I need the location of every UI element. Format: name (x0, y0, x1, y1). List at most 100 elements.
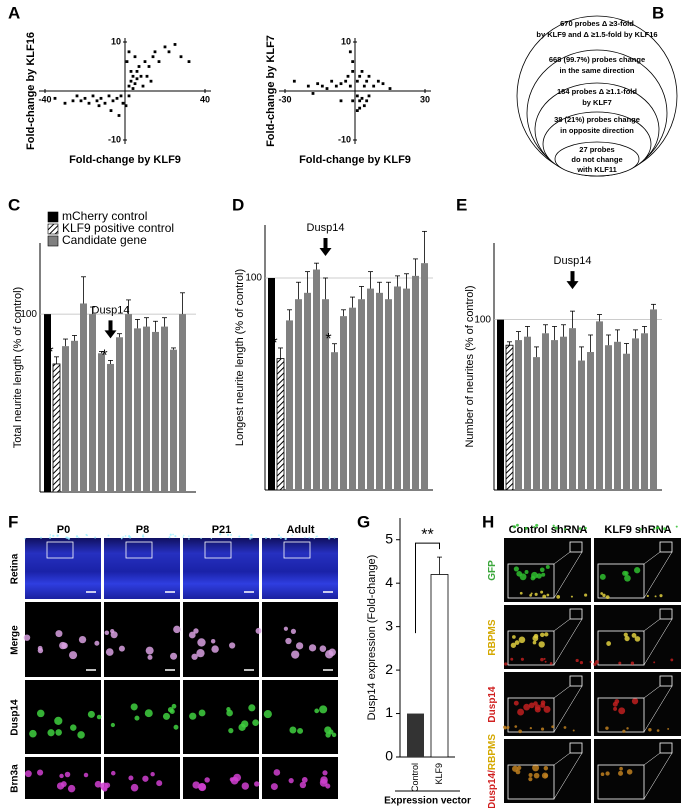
y-tick-label: 2 (385, 661, 393, 677)
cell (142, 534, 144, 536)
cell (675, 525, 678, 528)
point (376, 79, 380, 83)
row-label: Dusp14/RBPMS (487, 734, 498, 808)
cell (663, 527, 667, 531)
bar (524, 336, 531, 490)
cell (105, 648, 114, 656)
cell (162, 712, 171, 720)
cell (523, 703, 531, 711)
venn-set (554, 141, 640, 177)
x-tick-label: -40 (38, 94, 51, 104)
cell (188, 538, 190, 540)
inset-box (597, 697, 645, 733)
legend-swatch (47, 235, 59, 247)
point (358, 74, 362, 78)
y-tick-label: -10 (108, 134, 121, 144)
row-label-part: Dusp14 (487, 686, 498, 723)
cell (188, 535, 190, 537)
x-tick-label: Control (410, 763, 420, 792)
bar (430, 574, 449, 758)
bar (385, 299, 392, 490)
cell (536, 573, 542, 579)
cell (168, 536, 171, 539)
venn-label: 668 (99.7%) probes change (549, 55, 645, 64)
cell (316, 535, 318, 537)
cell (539, 567, 545, 573)
micrograph (262, 538, 338, 599)
point (87, 101, 91, 105)
cell (593, 662, 597, 666)
y-tick-label: 1 (385, 704, 393, 720)
cell (37, 647, 44, 654)
point (127, 50, 131, 54)
y-tick-label: 0 (385, 748, 393, 764)
point (149, 79, 153, 83)
bar (605, 345, 612, 490)
cell (248, 704, 256, 712)
x-tick-label: 30 (420, 94, 430, 104)
bar (367, 288, 374, 490)
point (351, 70, 355, 73)
point (95, 99, 99, 103)
cell (530, 592, 533, 595)
cell (78, 635, 87, 644)
cell (169, 708, 175, 714)
point (119, 94, 123, 98)
bar (412, 275, 419, 490)
cell (226, 709, 233, 717)
panel-label: E (456, 195, 467, 214)
annotation: * (101, 348, 107, 365)
y-axis-label: Total neurite length (% of control) (12, 287, 24, 448)
cell (128, 535, 131, 538)
point (127, 84, 131, 88)
column-header: P0 (57, 524, 70, 536)
cell (510, 657, 514, 661)
cell (656, 729, 660, 732)
inset-box (659, 541, 673, 553)
cell (55, 630, 63, 638)
cell (263, 710, 272, 719)
inset-box (659, 742, 673, 754)
point (131, 87, 135, 90)
cell (66, 536, 69, 539)
cell (513, 566, 519, 572)
cell (572, 729, 575, 732)
venn-label: do not change (571, 155, 622, 164)
cell (52, 534, 55, 537)
cell (528, 773, 533, 778)
y-axis-label: Longest neurite length (% of control) (234, 269, 246, 446)
cell (36, 769, 44, 776)
arrow (104, 320, 117, 339)
x-axis-label: Fold-change by KLF9 (69, 154, 181, 166)
cell (639, 528, 642, 531)
y-tick-label: 5 (385, 530, 393, 546)
inset-link (643, 685, 673, 733)
cell (514, 725, 518, 728)
cell (130, 703, 138, 711)
cell (551, 725, 555, 729)
cell (295, 642, 304, 650)
micrograph (504, 605, 591, 669)
cell (142, 535, 145, 538)
inset-link (553, 752, 583, 800)
point (320, 84, 324, 88)
point (157, 60, 161, 63)
legend-label: KLF9 positive control (62, 221, 174, 235)
inset-box (597, 764, 645, 800)
cell (325, 783, 331, 789)
cell (192, 781, 200, 789)
venn-label: by KLF7 (582, 98, 612, 107)
inset-box (569, 541, 583, 553)
point (388, 87, 392, 90)
bar (71, 340, 78, 492)
point (147, 65, 151, 68)
cell (589, 660, 592, 664)
cell (251, 537, 253, 539)
bar (125, 314, 132, 492)
point (145, 74, 149, 78)
cell (24, 537, 26, 540)
point (344, 79, 348, 83)
inset-box (569, 675, 583, 687)
cell (124, 535, 127, 537)
bar (340, 316, 347, 490)
